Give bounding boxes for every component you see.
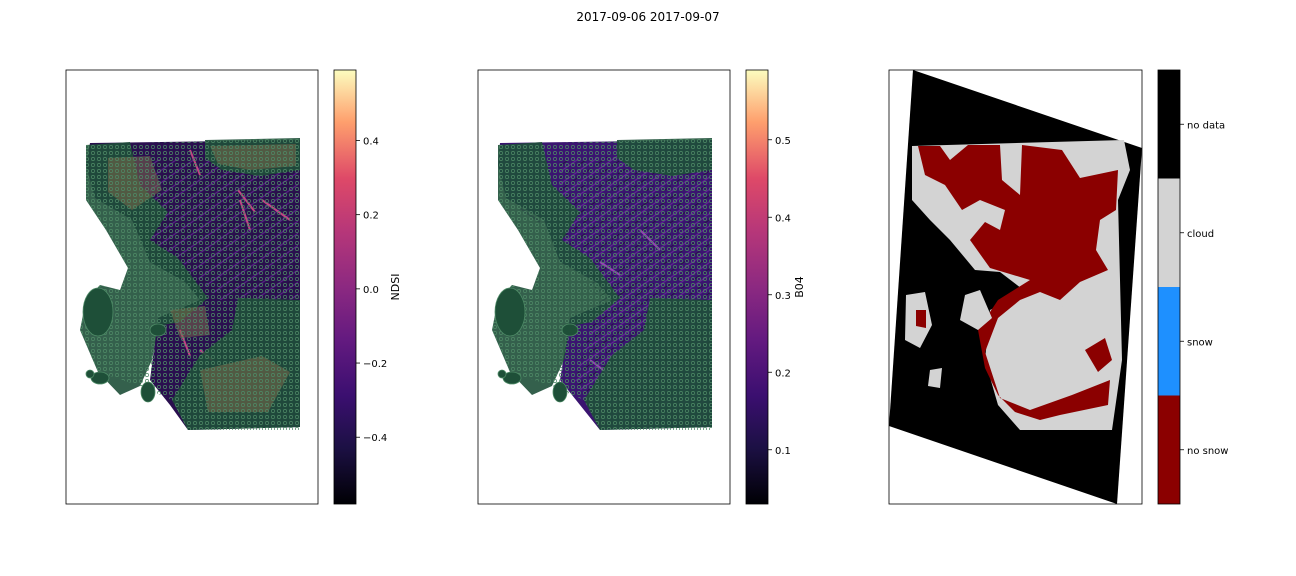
ndsi-axes-frame <box>65 69 319 505</box>
ndsi-islands <box>82 287 167 403</box>
b04-panel <box>477 69 731 505</box>
b04-hex-grid <box>492 138 712 430</box>
colorbar-tick-label: 0.2 <box>775 368 791 379</box>
ndsi-image <box>80 138 300 430</box>
b04-colorbar-ticks: 0.1 0.2 0.3 0.4 0.5 <box>768 136 791 457</box>
ndsi-colorbar: −0.4 −0.2 0.0 0.2 0.4 NDSI <box>333 69 402 505</box>
class-label-no-snow: no snow <box>1187 446 1228 457</box>
cloud-island <box>905 290 992 388</box>
class-label-snow: snow <box>1187 337 1213 348</box>
no-snow-patch <box>1085 338 1112 372</box>
ndsi-colorbar-gradient <box>334 70 356 504</box>
colorbar-tick-label: 0.4 <box>363 136 379 147</box>
colorbar-tick-label: −0.2 <box>363 359 387 370</box>
figure-title: 2017-09-06 2017-09-07 <box>576 10 720 24</box>
colorbar-tick-label: 0.0 <box>363 285 379 296</box>
b04-colorbar-gradient <box>746 70 768 504</box>
b04-colorbar-label: B04 <box>793 276 806 298</box>
class-swatch-cloud <box>1158 178 1180 287</box>
colorbar-tick-label: −0.4 <box>363 433 387 444</box>
cloud-patches <box>1030 300 1112 382</box>
class-label-cloud: cloud <box>1187 229 1214 240</box>
classification-colorbar: no snow snow cloud no data <box>1157 69 1228 505</box>
colorbar-tick-label: 0.3 <box>775 291 791 302</box>
colorbar-tick-label: 0.5 <box>775 136 791 147</box>
colorbar-tick-label: 0.2 <box>363 211 379 222</box>
ndsi-colorbar-label: NDSI <box>389 274 402 301</box>
class-swatch-no-snow <box>1158 395 1180 504</box>
b04-colorbar: 0.1 0.2 0.3 0.4 0.5 B04 <box>745 69 806 505</box>
b04-islands <box>494 287 579 403</box>
ndsi-colorbar-frame <box>333 69 357 505</box>
class-label-no-data: no data <box>1187 120 1225 131</box>
b04-colorbar-frame <box>745 69 769 505</box>
classification-image <box>889 70 1142 504</box>
ndsi-hex-grid <box>80 138 300 430</box>
no-snow-region <box>918 145 1118 420</box>
no-snow-island <box>916 310 926 328</box>
colorbar-tick-label: 0.4 <box>775 213 791 224</box>
b04-image <box>492 138 712 430</box>
ndsi-panel <box>65 69 319 505</box>
b04-axes-frame <box>477 69 731 505</box>
class-swatch-no-data <box>1158 70 1180 179</box>
classification-panel <box>888 69 1143 505</box>
classification-colorbar-frame <box>1157 69 1181 505</box>
class-swatch-snow <box>1158 287 1180 396</box>
colorbar-tick-label: 0.1 <box>775 446 791 457</box>
ndsi-colorbar-ticks: −0.4 −0.2 0.0 0.2 0.4 <box>356 136 387 444</box>
classification-axes-frame <box>888 69 1143 505</box>
